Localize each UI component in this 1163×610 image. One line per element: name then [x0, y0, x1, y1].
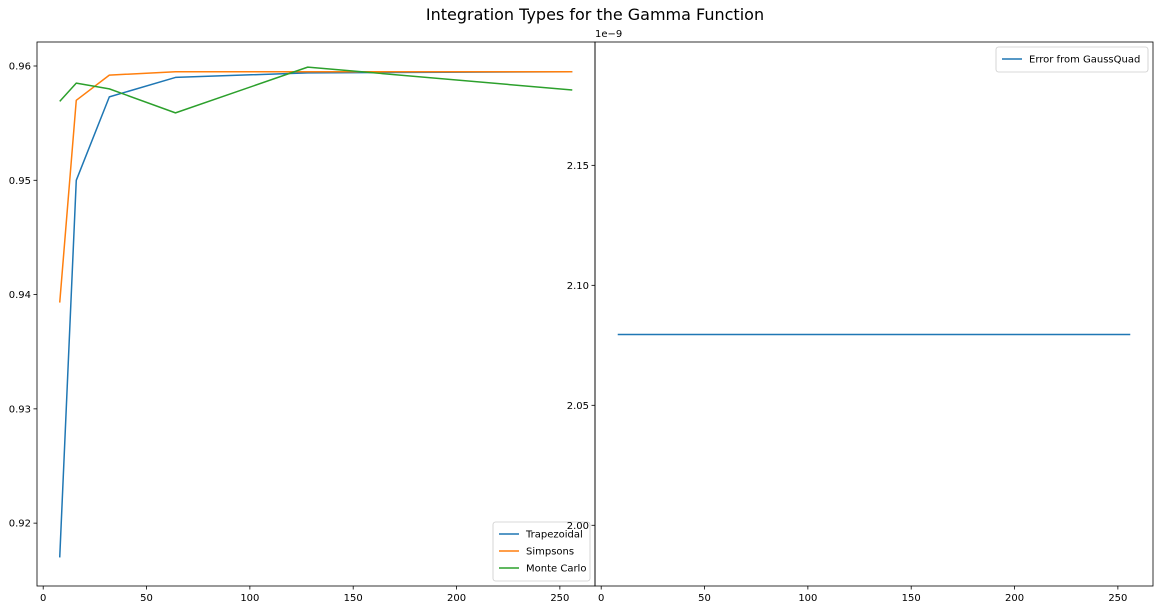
x-tick-label: 100: [798, 593, 817, 604]
legend-box: [492, 521, 591, 582]
y-tick-label: 0.92: [9, 519, 31, 530]
legend-label: Error from GaussQuad: [1029, 55, 1140, 66]
y-tick-label: 2.10: [567, 281, 589, 292]
series-line-monte-carlo: [59, 66, 573, 114]
series-line-simpsons: [58, 70, 573, 303]
x-tick-label: 200: [1005, 593, 1024, 604]
y-tick-label: 0.95: [9, 176, 31, 187]
y-tick-label: 2.00: [567, 521, 589, 532]
y-tick-label: 0.96: [9, 62, 31, 73]
x-tick-label: 50: [140, 593, 153, 604]
series-line-trapezoidal: [58, 70, 573, 558]
axes-2: 0 50 100 150 200 250 2.00 2.05 2.10 2.15 1e−9 Error…: [567, 29, 1154, 604]
x-tick-label: 0: [40, 593, 46, 604]
legend-label: Simpsons: [526, 547, 574, 558]
x-tick-label: 100: [240, 593, 259, 604]
legend: Error from GaussQuad: [995, 46, 1149, 73]
axes-1: 0 50 100 150 200 250 0.92 0.93 0.94 0.95 0.96 Trape…: [9, 41, 596, 604]
x-tick-label: 250: [550, 593, 569, 604]
legend-label: Monte Carlo: [526, 564, 586, 575]
y-tick-label: 0.93: [9, 404, 31, 415]
x-tick-label: 250: [1108, 593, 1127, 604]
axes-frame: [36, 41, 596, 587]
x-tick-label: 50: [698, 593, 711, 604]
y-tick-label: 2.15: [567, 161, 589, 172]
x-tick-label: 150: [344, 593, 363, 604]
legend-box: [995, 46, 1149, 73]
x-tick-label: 0: [598, 593, 604, 604]
y-tick-label: 0.94: [9, 290, 31, 301]
legend-label: Trapezoidal: [525, 530, 583, 541]
x-tick-label: 200: [447, 593, 466, 604]
figure-title: Integration Types for the Gamma Function: [426, 5, 764, 24]
y-tick-label: 2.05: [567, 401, 589, 412]
legend: Trapezoidal Simpsons Monte Carlo: [492, 521, 591, 582]
y-offset-label: 1e−9: [595, 29, 622, 40]
x-tick-label: 150: [902, 593, 921, 604]
axes-frame: [594, 41, 1154, 587]
